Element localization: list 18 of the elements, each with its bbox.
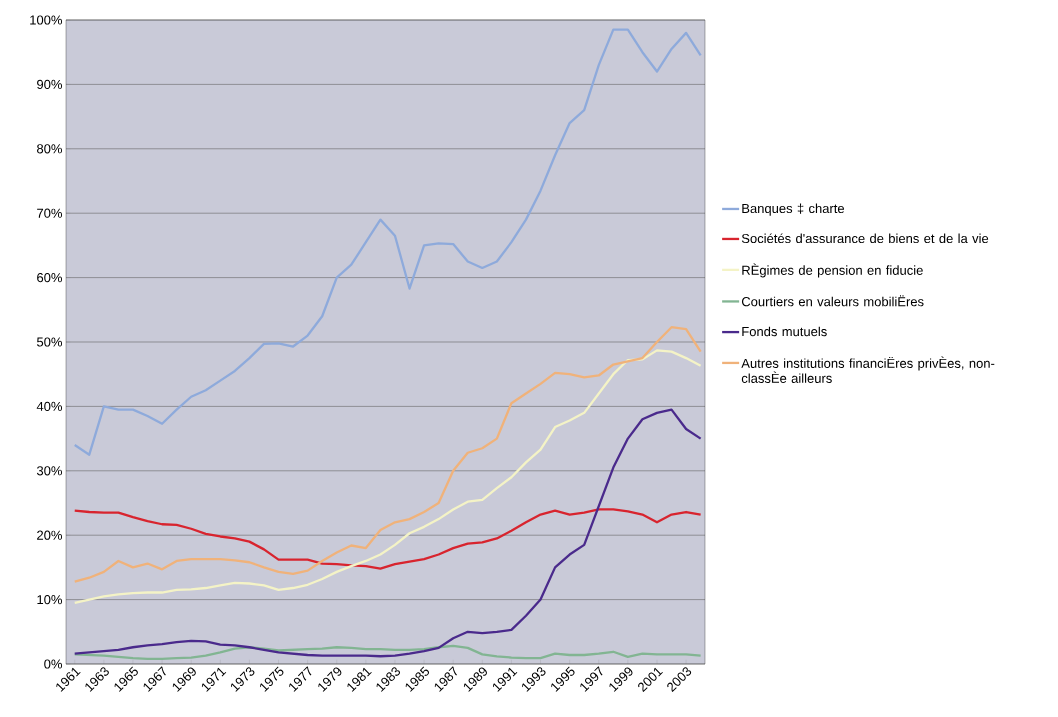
y-tick-label: 30% [36,466,63,476]
y-tick-label: 100% [30,15,63,25]
y-tick-label: 10% [37,595,63,605]
y-tick-label: 20% [37,530,63,540]
y-tick-label: 50% [36,337,63,347]
legend-label: RÈgimes de pension en fiducie [742,263,923,278]
y-tick-label: 0% [44,659,63,669]
y-tick-label: 40% [36,401,63,411]
y-tick-label: 80% [37,144,63,154]
y-tick-label: 70% [37,208,63,218]
legend-label: Courtiers en valeurs mobiliËres [741,295,924,307]
legend-label: Fonds mutuels [742,326,827,337]
legend-label: Autres institutions financiËres privÈes, non-classÈe ailleurs [741,356,995,383]
y-tick-label: 60% [37,272,63,283]
y-tick-label: 90% [37,79,63,89]
legend-label: Sociétés d'assurance de biens et de la vie [741,233,989,244]
legend-label: Banques ‡ charte [742,203,845,216]
line-series [73,28,702,456]
